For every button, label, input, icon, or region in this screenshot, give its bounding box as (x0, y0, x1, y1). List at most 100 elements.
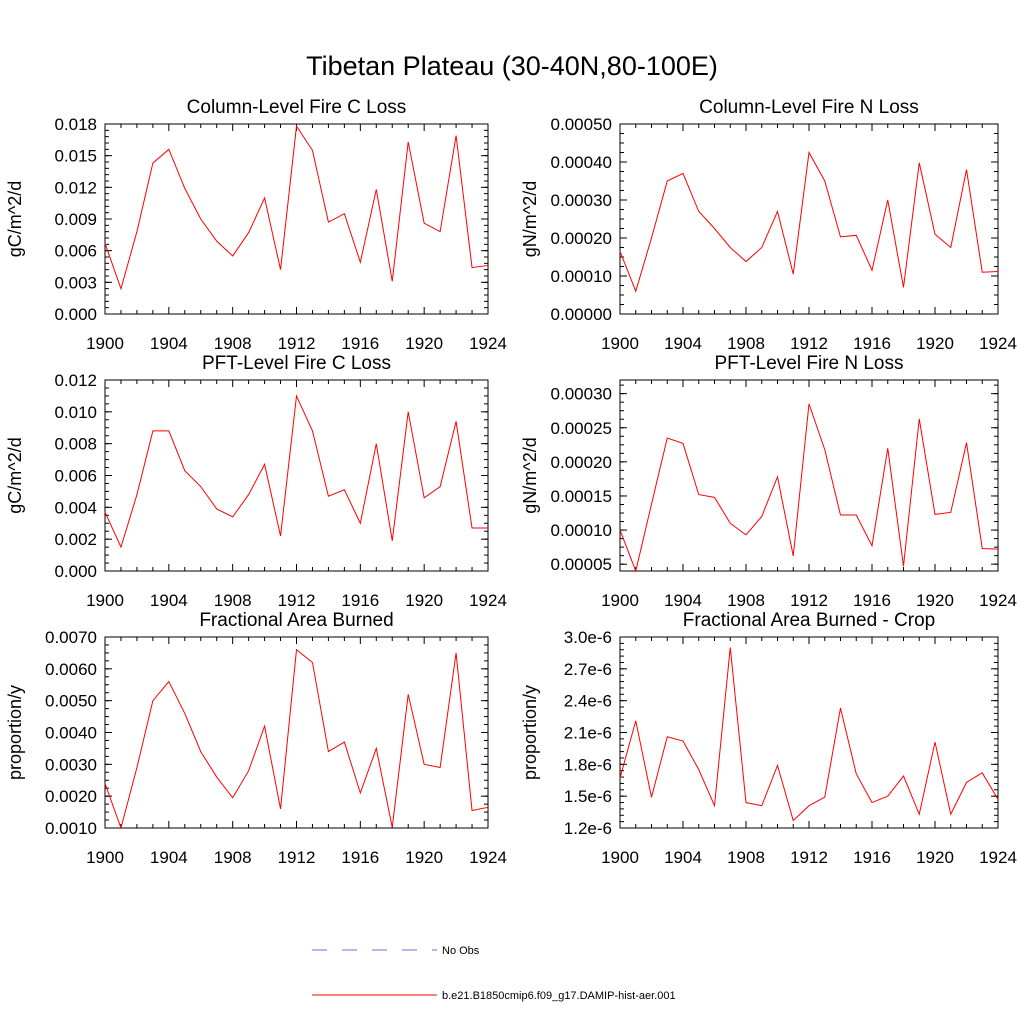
chart-panel-1: Column-Level Fire C Loss gC/m^2/d 1900 1904… (5, 97, 507, 353)
y-tick-label: 0.00030 (551, 385, 612, 404)
y-tick-label: 0.009 (54, 210, 97, 229)
x-tick-label: 1904 (150, 591, 188, 610)
x-tick-label: 1908 (727, 334, 765, 353)
x-tick-label: 1912 (790, 848, 828, 867)
y-tick-label: 0.015 (54, 147, 97, 166)
y-tick-label: 0.00010 (551, 521, 612, 540)
x-tick-label: 1916 (341, 848, 379, 867)
x-tick-label: 1908 (727, 848, 765, 867)
x-tick-label: 1908 (727, 591, 765, 610)
x-tick-label: 1912 (278, 591, 316, 610)
y-axis-label: proportion/y (5, 685, 25, 780)
y-tick-label: 2.4e-6 (564, 692, 612, 711)
x-tick-label: 1916 (341, 591, 379, 610)
y-axis-label: gC/m^2/d (5, 437, 25, 513)
x-tick-label: 1904 (664, 334, 702, 353)
x-tick-label: 1924 (469, 334, 507, 353)
x-tick-label: 1924 (979, 591, 1017, 610)
x-tick-label: 1900 (86, 591, 124, 610)
x-tick-label: 1900 (601, 591, 639, 610)
panel-title: PFT-Level Fire N Loss (715, 353, 904, 374)
y-tick-label: 3.0e-6 (564, 628, 612, 647)
y-tick-label: 0.018 (54, 115, 97, 134)
x-tick-label: 1920 (916, 591, 954, 610)
y-tick-label: 0.006 (54, 242, 97, 261)
y-tick-label: 1.5e-6 (564, 787, 612, 806)
x-tick-label: 1912 (790, 334, 828, 353)
legend-entry-no-obs: No Obs (312, 945, 480, 957)
plot-frame (104, 636, 489, 829)
panel-title: PFT-Level Fire C Loss (202, 353, 391, 374)
y-tick-label: 1.2e-6 (564, 819, 612, 838)
series-line (104, 124, 489, 291)
y-tick-label: 0.0020 (45, 787, 97, 806)
x-tick-label: 1924 (469, 591, 507, 610)
x-tick-label: 1920 (405, 591, 443, 610)
y-tick-label: 0.00005 (551, 555, 612, 574)
y-tick-label: 0.012 (54, 371, 97, 390)
plot-frame (104, 123, 489, 315)
x-tick-label: 1912 (278, 334, 316, 353)
y-tick-label: 0.00015 (551, 487, 612, 506)
x-tick-label: 1916 (853, 334, 891, 353)
x-tick-label: 1908 (214, 591, 252, 610)
y-tick-label: 0.0010 (45, 819, 97, 838)
x-tick-label: 1920 (405, 334, 443, 353)
x-tick-label: 1924 (469, 848, 507, 867)
y-tick-label: 0.0070 (45, 628, 97, 647)
y-tick-label: 0.000 (54, 305, 97, 324)
panel-title: Column-Level Fire C Loss (187, 97, 407, 118)
y-tick-label: 0.003 (54, 273, 97, 292)
y-tick-label: 0.00010 (551, 267, 612, 286)
panels-grid: Column-Level Fire C Loss gC/m^2/d 1900 1904… (5, 97, 1017, 867)
y-axis-label: proportion/y (520, 685, 540, 780)
y-tick-label: 0.008 (54, 435, 97, 454)
x-tick-label: 1908 (214, 848, 252, 867)
x-tick-label: 1912 (790, 591, 828, 610)
series-line (104, 394, 488, 549)
y-tick-label: 0.00020 (551, 229, 612, 248)
y-tick-label: 0.000 (54, 562, 97, 581)
legend-label-no-obs: No Obs (442, 945, 480, 957)
chart-panel-2: Column-Level Fire N Loss gN/m^2/d 1900 1904… (520, 97, 1017, 353)
y-tick-label: 0.002 (54, 530, 97, 549)
x-tick-label: 1916 (853, 848, 891, 867)
y-tick-label: 0.0050 (45, 692, 97, 711)
x-tick-label: 1908 (214, 334, 252, 353)
y-tick-label: 0.006 (54, 467, 97, 486)
x-tick-label: 1900 (601, 334, 639, 353)
series-line (104, 648, 489, 830)
y-tick-label: 0.00050 (551, 115, 612, 134)
series-line (619, 403, 999, 573)
panel-title: Column-Level Fire N Loss (699, 97, 919, 118)
x-tick-label: 1904 (664, 591, 702, 610)
chart-panel-6: Fractional Area Burned - Crop proportion/… (520, 610, 1017, 867)
series-line (619, 150, 999, 293)
x-tick-label: 1916 (853, 591, 891, 610)
y-tick-label: 0.012 (54, 178, 97, 197)
y-tick-label: 0.010 (54, 403, 97, 422)
y-tick-label: 0.0040 (45, 724, 97, 743)
chart-panel-5: Fractional Area Burned proportion/y 1900 19… (5, 610, 507, 867)
x-tick-label: 1904 (150, 334, 188, 353)
x-tick-label: 1900 (601, 848, 639, 867)
y-tick-label: 0.00040 (551, 153, 612, 172)
legend-label-model-run: b.e21.B1850cmip6.f09_g17.DAMIP-hist-aer.… (442, 990, 676, 1002)
y-tick-label: 0.0060 (45, 660, 97, 679)
y-tick-label: 0.004 (54, 498, 97, 517)
x-tick-label: 1920 (916, 848, 954, 867)
panel-title: Fractional Area Burned (199, 610, 393, 631)
x-tick-label: 1920 (405, 848, 443, 867)
chart-panel-3: PFT-Level Fire C Loss gC/m^2/d 1900 1904 190… (5, 353, 507, 610)
x-tick-label: 1916 (341, 334, 379, 353)
y-axis-label: gN/m^2/d (520, 181, 540, 257)
plot-frame (104, 379, 489, 572)
y-tick-label: 0.0030 (45, 755, 97, 774)
y-tick-label: 2.1e-6 (564, 724, 612, 743)
y-tick-label: 1.8e-6 (564, 755, 612, 774)
chart-panel-4: PFT-Level Fire N Loss gN/m^2/d 1900 1904 190… (520, 353, 1017, 610)
y-tick-label: 0.00025 (551, 419, 612, 438)
panel-title: Fractional Area Burned - Crop (683, 610, 935, 631)
x-tick-label: 1912 (278, 848, 316, 867)
